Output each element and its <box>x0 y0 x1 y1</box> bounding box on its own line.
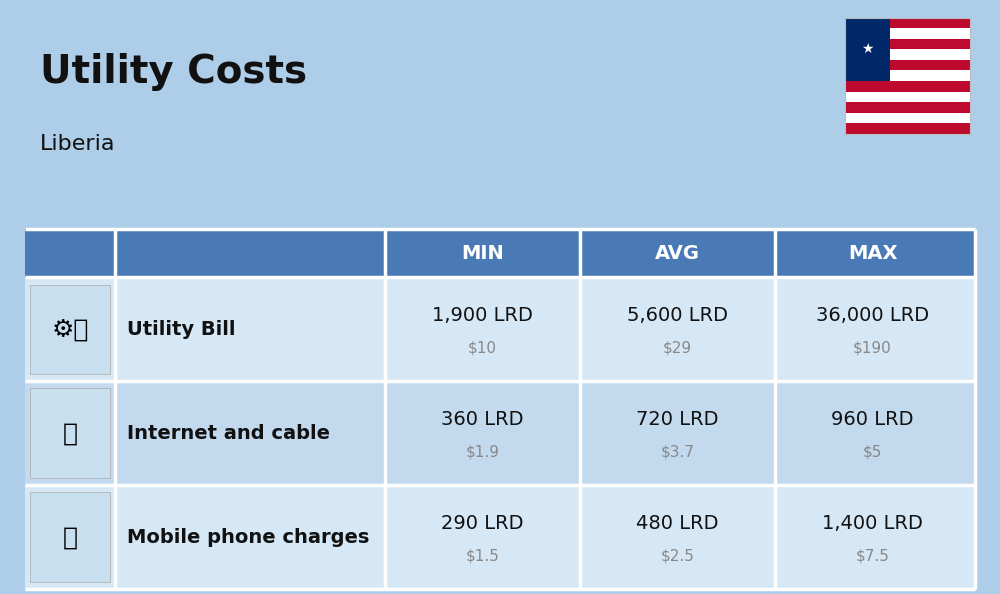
Text: 📶: 📶 <box>62 421 78 446</box>
Text: 5,600 LRD: 5,600 LRD <box>627 307 728 326</box>
Text: 1,400 LRD: 1,400 LRD <box>822 514 923 533</box>
Bar <box>25 277 975 381</box>
Bar <box>845 39 970 49</box>
Text: $1.5: $1.5 <box>466 548 499 564</box>
Bar <box>845 91 970 102</box>
Text: 36,000 LRD: 36,000 LRD <box>816 307 929 326</box>
Bar <box>845 102 970 113</box>
Text: AVG: AVG <box>655 244 700 263</box>
Text: Utility Bill: Utility Bill <box>127 320 236 339</box>
Bar <box>845 81 970 91</box>
Bar <box>845 29 970 39</box>
Text: Internet and cable: Internet and cable <box>127 424 330 443</box>
Text: $3.7: $3.7 <box>660 444 694 460</box>
Text: Mobile phone charges: Mobile phone charges <box>127 528 369 546</box>
Text: MIN: MIN <box>461 244 504 263</box>
Text: $10: $10 <box>468 340 497 356</box>
Text: $2.5: $2.5 <box>661 548 694 564</box>
Text: 1,900 LRD: 1,900 LRD <box>432 307 533 326</box>
Text: 360 LRD: 360 LRD <box>441 410 524 429</box>
Text: ★: ★ <box>861 42 874 56</box>
Bar <box>845 18 890 81</box>
Text: $190: $190 <box>853 340 892 356</box>
Text: 480 LRD: 480 LRD <box>636 514 719 533</box>
Bar <box>30 492 110 582</box>
Text: Utility Costs: Utility Costs <box>40 53 307 91</box>
Text: 📱: 📱 <box>62 525 78 549</box>
Text: $5: $5 <box>863 444 882 460</box>
Text: $7.5: $7.5 <box>856 548 889 564</box>
Bar <box>845 18 970 134</box>
Text: Liberia: Liberia <box>40 134 116 154</box>
Text: 720 LRD: 720 LRD <box>636 410 719 429</box>
Text: 290 LRD: 290 LRD <box>441 514 524 533</box>
Text: MAX: MAX <box>848 244 897 263</box>
Bar <box>845 60 970 71</box>
Bar <box>845 71 970 81</box>
Bar <box>25 485 975 589</box>
Bar <box>25 381 975 485</box>
Bar <box>30 285 110 374</box>
Bar <box>845 18 970 29</box>
Text: $29: $29 <box>663 340 692 356</box>
Text: $1.9: $1.9 <box>466 444 500 460</box>
Text: 960 LRD: 960 LRD <box>831 410 914 429</box>
Text: ⚙🔌: ⚙🔌 <box>51 317 89 342</box>
Bar <box>845 49 970 60</box>
Bar <box>845 113 970 123</box>
Bar <box>845 123 970 134</box>
Bar <box>25 229 975 277</box>
Bar <box>30 388 110 478</box>
